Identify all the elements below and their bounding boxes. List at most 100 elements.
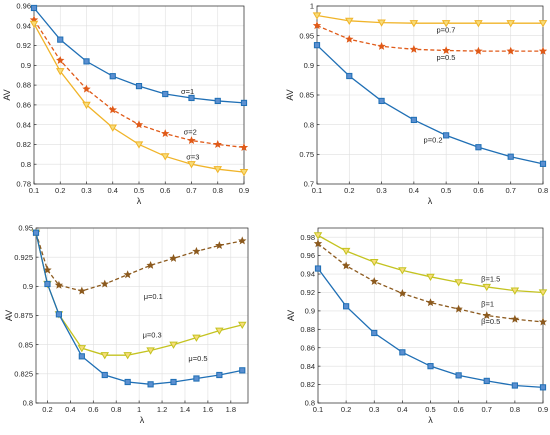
series-line <box>316 14 543 24</box>
data-point <box>123 352 132 360</box>
data-point <box>398 267 407 275</box>
data-point <box>162 90 169 98</box>
x-tick-label: 0.5 <box>134 186 144 195</box>
y-tick-label: 0.9 <box>21 61 31 70</box>
data-point <box>146 347 155 355</box>
data-point <box>539 384 547 391</box>
x-tick-label: 0.2 <box>344 186 354 195</box>
chart-panel-3: 0.2 0.4 0.6 0.8 1 1.2 1.4 1.6 1.8 0.8 0.825 0.85 0.8… <box>4 224 249 425</box>
data-point <box>82 84 91 93</box>
x-tick-label: 0.6 <box>473 186 483 195</box>
y-tick-label: 0.84 <box>16 120 31 129</box>
x-tick-label: 0.7 <box>482 405 492 414</box>
data-point <box>187 161 196 169</box>
data-point <box>29 20 39 28</box>
x-tick-label: 0.2 <box>55 186 65 195</box>
x-tick-label: 1.8 <box>226 405 236 414</box>
x-tick-label: 0.5 <box>441 186 451 195</box>
data-point <box>30 4 38 12</box>
data-point <box>538 317 548 326</box>
y-tick-label: 0.85 <box>299 91 314 100</box>
data-point <box>506 46 515 55</box>
data-point <box>377 19 386 27</box>
data-point <box>341 261 351 270</box>
y-tick-label: 0.88 <box>300 325 315 334</box>
data-point <box>213 166 223 174</box>
curve-label: μ=0.3 <box>143 331 162 340</box>
x-tick-label: 0.7 <box>505 186 515 195</box>
data-point <box>506 20 515 28</box>
y-tick-label: 1 <box>310 2 314 11</box>
data-point <box>399 349 406 356</box>
x-tick-label: 0.8 <box>213 186 223 195</box>
x-tick-label: 0.8 <box>538 186 548 195</box>
data-point <box>188 94 195 102</box>
data-point <box>538 20 548 28</box>
data-point <box>370 277 379 285</box>
data-point <box>193 375 200 382</box>
series-line <box>317 243 544 323</box>
y-tick-label: 0.9 <box>23 282 33 291</box>
curve-label: β=1 <box>481 299 494 308</box>
y-tick-label: 0.825 <box>14 369 33 378</box>
series-2 <box>312 21 548 55</box>
x-tick-label: 0.9 <box>538 405 548 414</box>
data-point <box>77 345 87 353</box>
data-point <box>78 353 85 360</box>
x-tick-label: 0.4 <box>65 405 75 414</box>
data-point <box>474 20 483 28</box>
data-point <box>377 41 386 50</box>
data-point <box>109 73 116 80</box>
data-point <box>83 58 90 65</box>
curve-label: σ=2 <box>184 128 197 137</box>
data-point <box>216 371 223 379</box>
y-axis-label: AV <box>286 310 296 321</box>
x-tick-label: 0.3 <box>81 186 91 195</box>
data-point <box>314 265 322 272</box>
data-point <box>539 160 547 167</box>
data-point <box>32 229 40 236</box>
x-axis-label: λ <box>428 196 433 206</box>
y-tick-label: 0.96 <box>16 2 31 11</box>
data-point <box>124 378 131 386</box>
y-tick-label: 0.94 <box>16 21 31 30</box>
y-tick-label: 0.96 <box>300 251 315 260</box>
y-tick-label: 0.925 <box>14 253 33 262</box>
x-tick-label: 1.6 <box>203 405 213 414</box>
y-tick-label: 0.86 <box>300 343 315 352</box>
data-point <box>160 153 170 161</box>
y-tick-label: 0.82 <box>300 380 315 389</box>
curve-label: p=0.2 <box>424 135 443 144</box>
x-tick-label: 0.4 <box>108 186 118 195</box>
data-point <box>475 144 482 151</box>
data-point <box>44 280 51 288</box>
y-tick-label: 0.7 <box>304 180 314 189</box>
data-point <box>57 36 64 43</box>
data-point <box>169 341 178 349</box>
x-tick-label: 0.5 <box>425 405 435 414</box>
data-point <box>161 129 170 138</box>
data-point <box>369 258 379 267</box>
x-axis-label: λ <box>140 415 145 425</box>
series-1 <box>30 4 248 107</box>
data-point <box>474 46 483 55</box>
y-tick-label: 0.95 <box>299 31 314 40</box>
data-point <box>213 140 222 149</box>
data-point <box>343 303 350 310</box>
data-point <box>409 20 419 28</box>
chart-panel-1: 0.1 0.2 0.3 0.4 0.5 0.6 0.7 0.8 0.9 0.78 0.8 0.82 0.… <box>2 2 249 206</box>
data-point <box>482 283 492 292</box>
axes-frame <box>33 5 245 185</box>
x-tick-label: 0.3 <box>369 405 379 414</box>
y-tick-label: 0.8 <box>21 160 31 169</box>
x-tick-label: 0.6 <box>160 186 170 195</box>
data-point <box>169 253 178 262</box>
y-tick-label: 0.9 <box>305 306 315 315</box>
data-point <box>455 372 462 379</box>
data-point <box>100 352 110 360</box>
x-tick-label: 0.8 <box>111 405 121 414</box>
x-tick-label: 0.1 <box>312 186 322 195</box>
x-tick-label: 0.2 <box>42 405 52 414</box>
